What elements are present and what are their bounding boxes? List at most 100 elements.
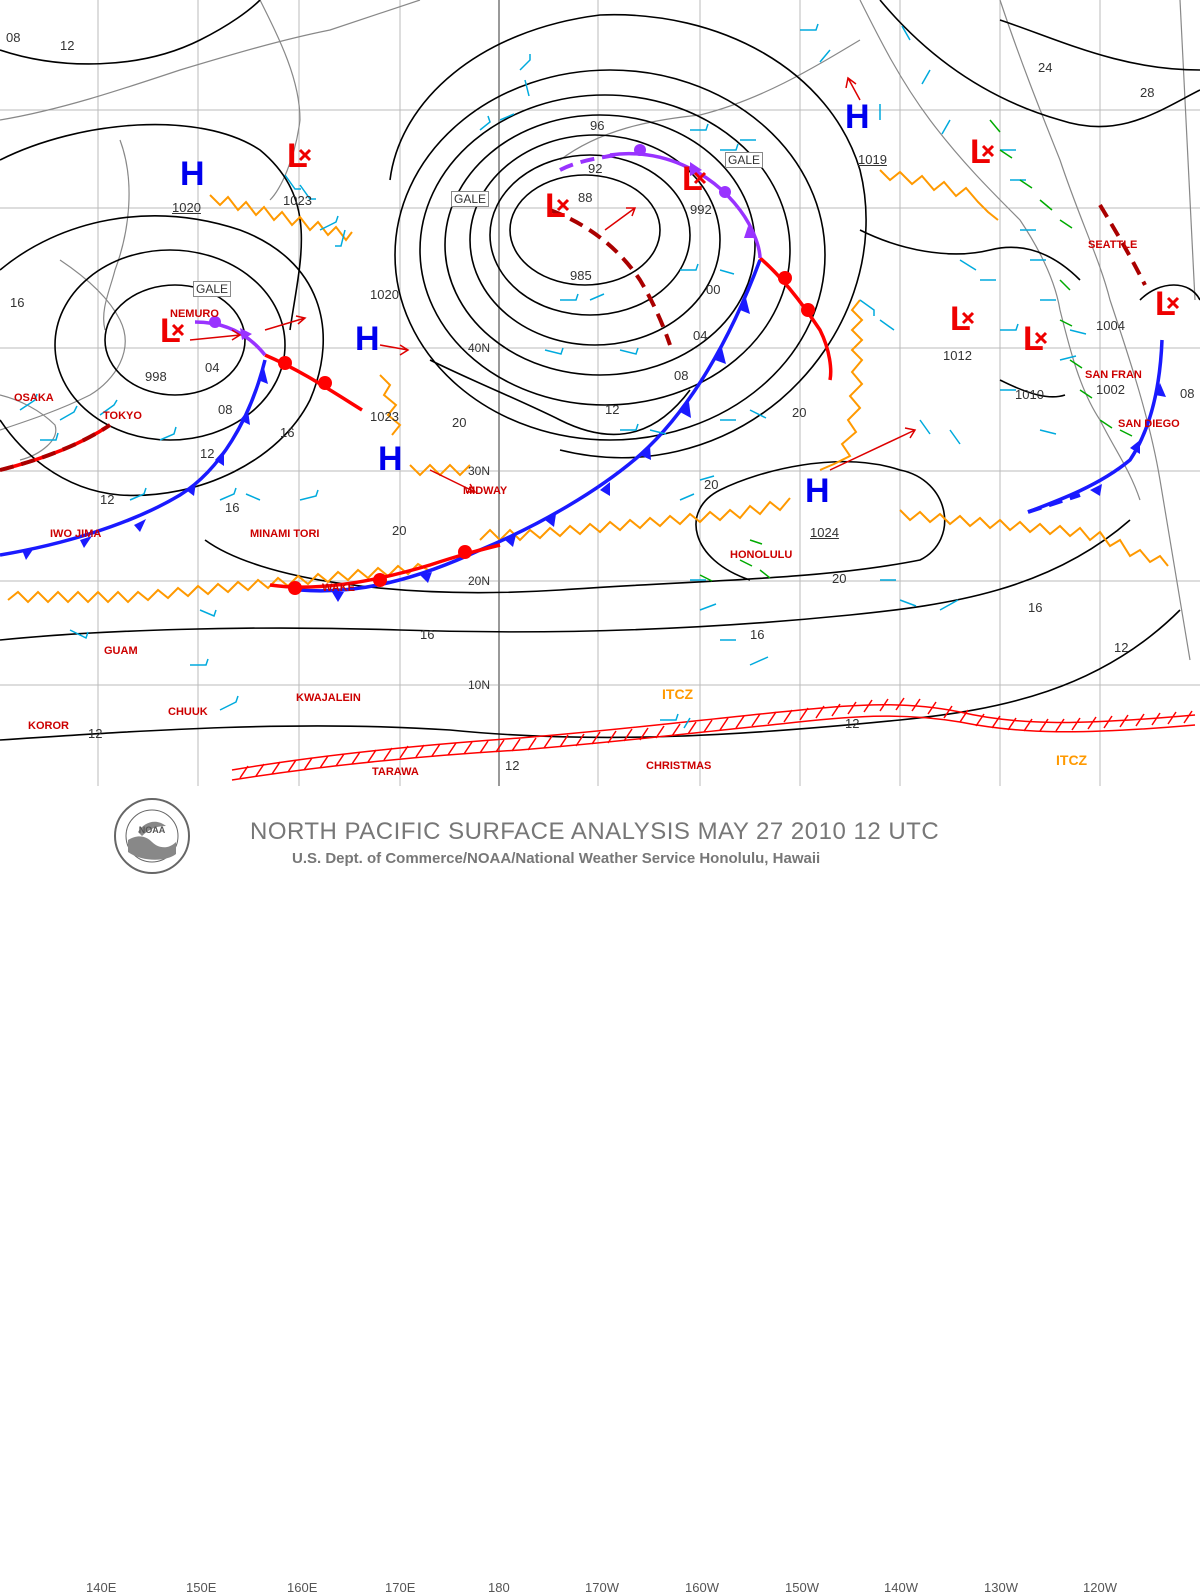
- isobar-label: 20: [832, 571, 847, 586]
- isobar-label: 12: [505, 758, 520, 773]
- latitude-label: 30N: [468, 464, 491, 478]
- svg-text:L: L: [287, 137, 308, 175]
- map-title: NORTH PACIFIC SURFACE ANALYSIS MAY 27 20…: [250, 818, 940, 845]
- svg-text:H: H: [180, 155, 205, 193]
- station-name: MINAMI TORI: [250, 528, 320, 540]
- longitude-label: 160W: [685, 1580, 719, 1595]
- latitude-label: 10N: [468, 678, 491, 692]
- isobar-label: 12: [845, 716, 860, 731]
- pressure-value-labels: 1020 1023 998 1020 1023 985 992 1019 101…: [0, 0, 1200, 786]
- pressure-value: 1010: [1015, 387, 1044, 402]
- station-name: NEMURO: [170, 308, 219, 320]
- isobar-label: 00: [706, 282, 721, 297]
- pressure-value: 1020: [370, 287, 399, 302]
- isobar-label: 12: [60, 38, 75, 53]
- isobar-label: 08: [1180, 386, 1195, 401]
- isobars: [0, 0, 1200, 741]
- station-name: TOKYO: [103, 410, 142, 422]
- pressure-value: 1020: [172, 200, 201, 215]
- longitude-label: 170E: [385, 1580, 416, 1595]
- gale-label: GALE: [725, 152, 764, 168]
- pressure-value: 1023: [370, 409, 399, 424]
- pressure-value: 1002: [1096, 382, 1125, 397]
- cold-front-triangles: [22, 298, 1166, 602]
- isobar-label: 16: [750, 627, 765, 642]
- pressure-value: 1024: [810, 525, 839, 540]
- occluded-fronts: [194, 152, 762, 357]
- motion-arrows: [189, 76, 917, 493]
- station-name: SEATTLE: [1088, 239, 1138, 251]
- station-name: KWAJALEIN: [296, 692, 361, 704]
- station-name: WAKE: [322, 582, 355, 594]
- svg-text:L: L: [682, 160, 703, 198]
- itcz-label: ITCZ: [662, 686, 694, 702]
- gale-label: GALE: [193, 281, 232, 297]
- longitude-label: 150W: [785, 1580, 819, 1595]
- svg-text:L: L: [160, 312, 181, 350]
- isobar-label: 12: [1114, 640, 1129, 655]
- latitude-label: 40N: [468, 341, 491, 355]
- station-name: KOROR: [28, 720, 69, 732]
- map-canvas: H L L H H L L H L L L L H: [0, 0, 1200, 786]
- isobar-label: 12: [200, 446, 215, 461]
- isobar-label: 88: [578, 190, 593, 205]
- svg-text:L: L: [970, 133, 991, 171]
- isobar-label: 20: [392, 523, 407, 538]
- dashed-fronts: [0, 153, 1147, 514]
- station-name: GUAM: [104, 645, 138, 657]
- itcz-label: ITCZ: [1056, 752, 1088, 768]
- svg-text:L: L: [545, 187, 566, 225]
- station-name: OSAKA: [14, 392, 54, 404]
- station-name: CHRISTMAS: [646, 760, 712, 772]
- pressure-value: 1004: [1096, 318, 1125, 333]
- svg-text:H: H: [845, 98, 870, 136]
- isobar-label: 96: [590, 118, 605, 133]
- station-name: HONOLULU: [730, 549, 793, 561]
- longitude-label: 150E: [186, 1580, 217, 1595]
- logo-text: NOAA: [139, 825, 166, 835]
- wind-barbs-green: [699, 119, 1133, 582]
- longitude-label: 180: [488, 1580, 510, 1595]
- pressure-value: 992: [690, 202, 712, 217]
- isobar-label: 16: [420, 627, 435, 642]
- isobar-label: 12: [100, 492, 115, 507]
- isobar-label: 28: [1140, 85, 1155, 100]
- isobar-label: 20: [452, 415, 467, 430]
- wind-barbs: [19, 23, 1087, 729]
- pressure-value: 1012: [943, 348, 972, 363]
- svg-text:H: H: [355, 320, 380, 358]
- station-name: SAN DIEGO: [1118, 418, 1180, 430]
- isobar-label: 20: [792, 405, 807, 420]
- isobar-label: 08: [218, 402, 233, 417]
- latitude-label: 20N: [468, 574, 491, 588]
- station-name: CHUUK: [168, 706, 208, 718]
- low-x-marks: [171, 144, 1180, 345]
- station-name: IWO JIMA: [50, 528, 102, 540]
- isobar-label: 12: [88, 726, 103, 741]
- pressure-value: 1019: [858, 152, 887, 167]
- itcz-bands: [231, 697, 1196, 781]
- isobar-label: 08: [6, 30, 21, 45]
- map-subtitle: U.S. Dept. of Commerce/NOAA/National Wea…: [292, 850, 821, 867]
- station-name: SAN FRAN: [1085, 369, 1142, 381]
- isobar-label: 92: [588, 161, 603, 176]
- isobar-label: 24: [1038, 60, 1053, 75]
- occluded-front-marks: [209, 144, 756, 340]
- longitude-label: 120W: [1083, 1580, 1117, 1595]
- pressure-value: 1023: [283, 193, 312, 208]
- longitude-label: 140E: [86, 1580, 117, 1595]
- pressure-value: 998: [145, 369, 167, 384]
- isobar-label: 04: [693, 328, 708, 343]
- svg-text:L: L: [1023, 320, 1044, 358]
- svg-text:L: L: [950, 300, 971, 338]
- isobar-label: 16: [10, 295, 25, 310]
- gale-label: GALE: [451, 191, 490, 207]
- highs-lows: H L L H H L L H L L L L H: [160, 98, 1176, 510]
- isobar-label: 16: [1028, 600, 1043, 615]
- longitude-label: 130W: [984, 1580, 1018, 1595]
- station-labels: NEMURO OSAKA TOKYO IWO JIMA MINAMI TORI …: [0, 0, 1200, 786]
- isobar-label: 16: [225, 500, 240, 515]
- svg-text:L: L: [1155, 285, 1176, 323]
- svg-text:H: H: [805, 472, 830, 510]
